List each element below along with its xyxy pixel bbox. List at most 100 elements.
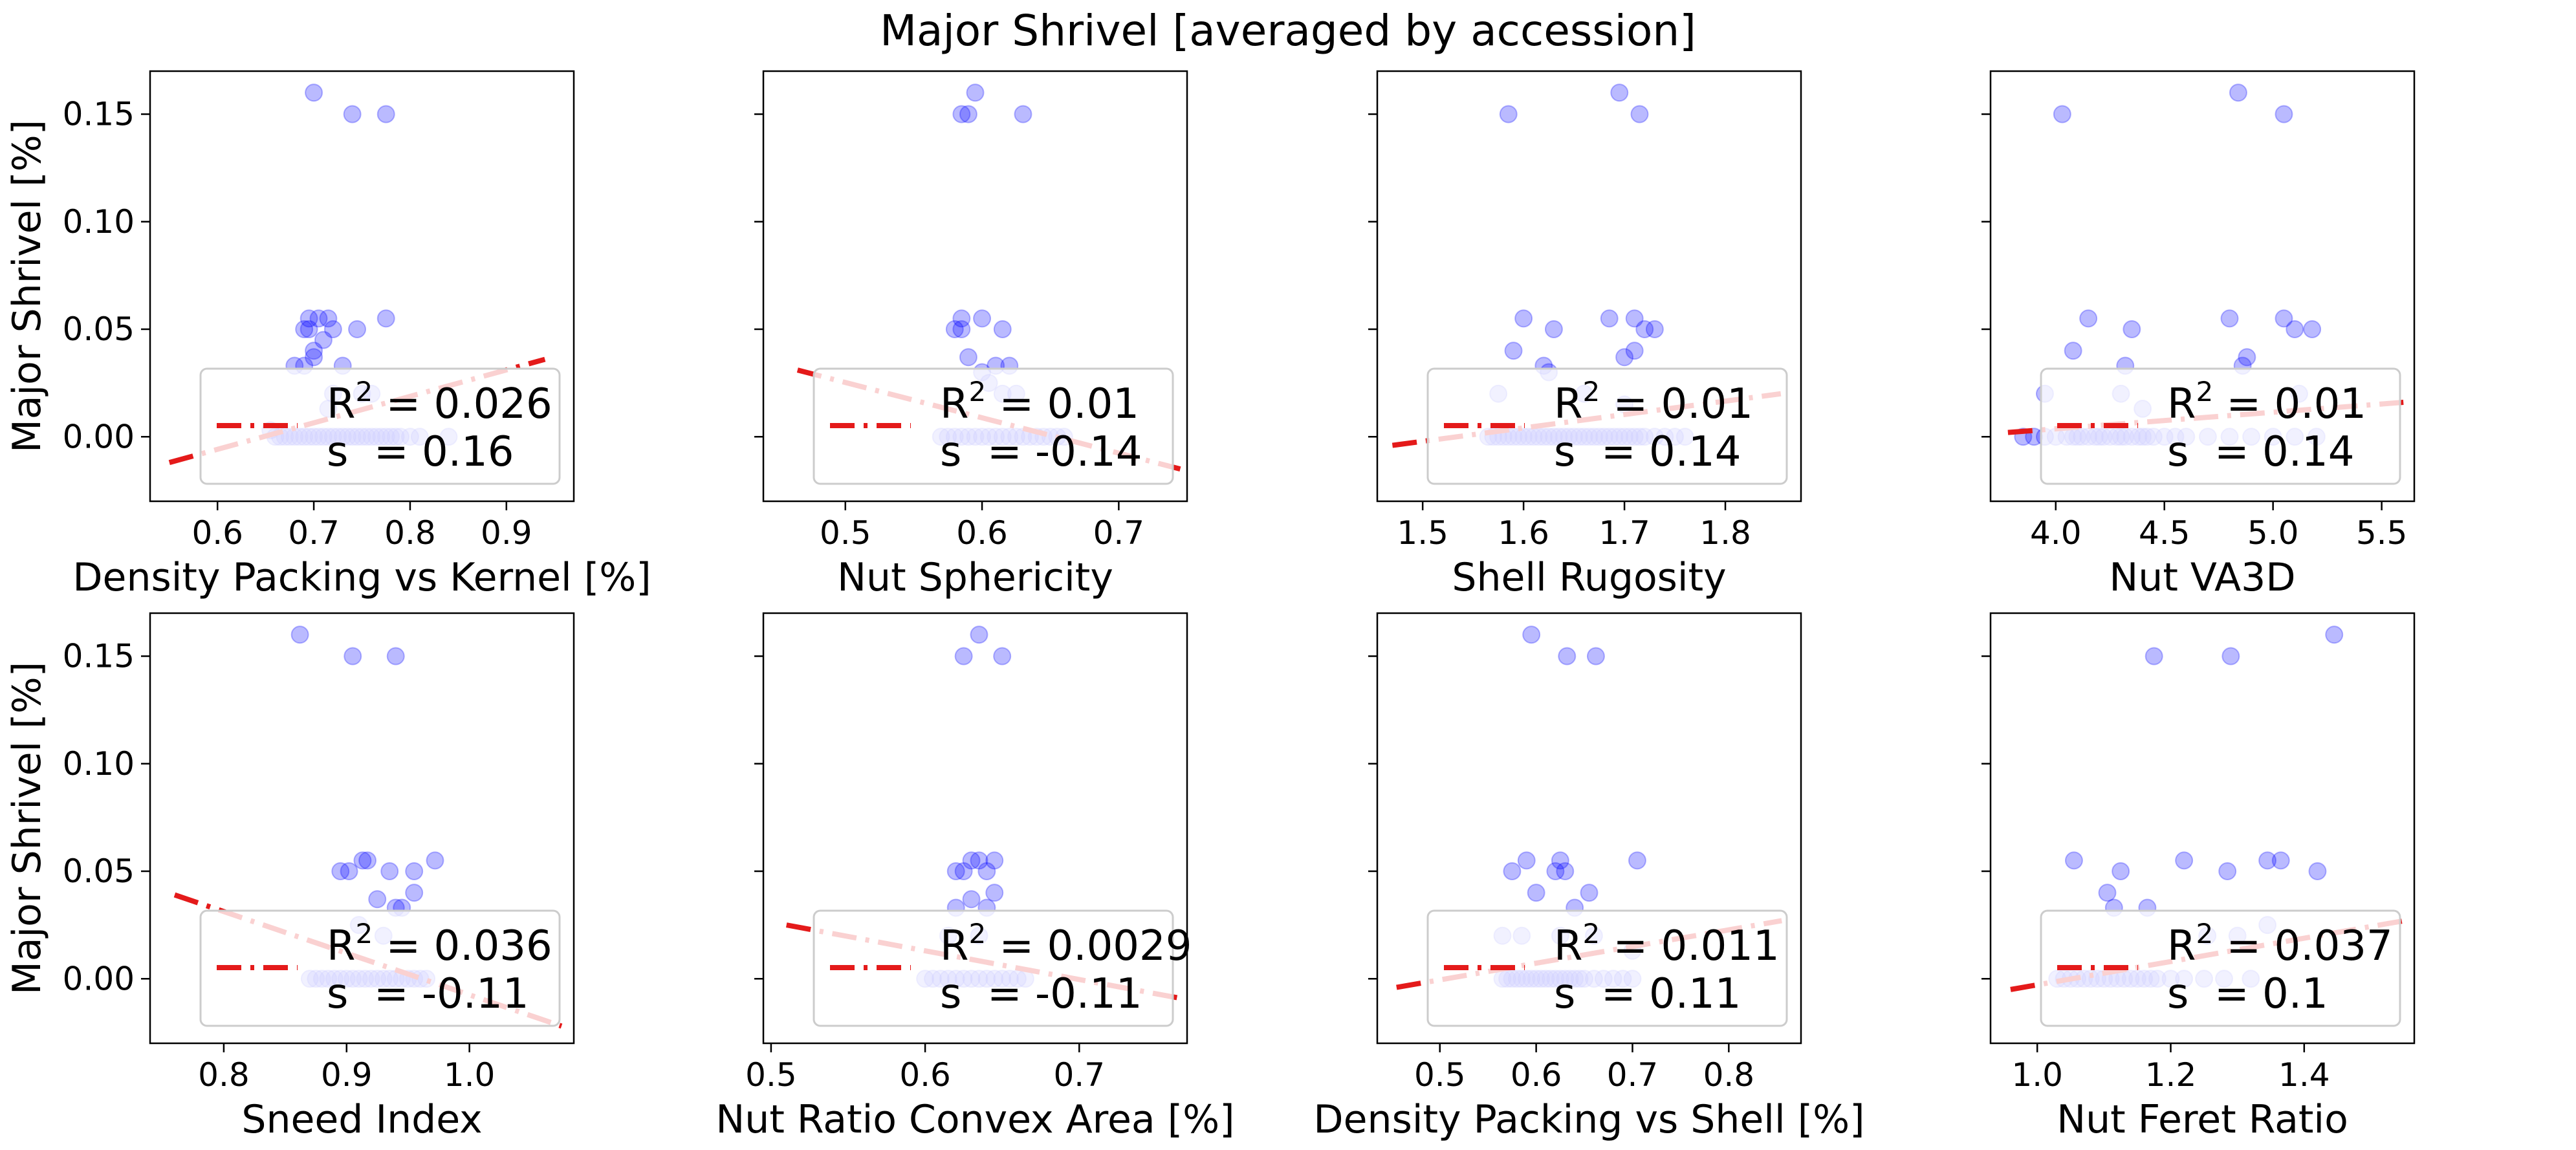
legend-slope-value: = 0.16 <box>374 428 514 476</box>
x-tick-label: 0.6 <box>899 1056 951 1094</box>
y-tick-label: 0.00 <box>63 960 135 997</box>
scatter-point <box>1625 309 1644 328</box>
legend-slope-entry: s = 0.1 <box>2167 970 2328 1018</box>
scatter-point <box>966 83 985 102</box>
scatter-point <box>2064 342 2082 360</box>
legend-r2-superscript: 2 <box>968 376 986 407</box>
scatter-point <box>1635 320 1654 338</box>
x-tick-label: 0.7 <box>1054 1056 1106 1094</box>
scatter-point <box>290 625 309 644</box>
legend-box <box>1426 367 1788 485</box>
scatter-point <box>954 862 973 880</box>
y-tick-label: 0.15 <box>63 96 135 133</box>
legend-r2-value: = 0.01 <box>986 380 1139 428</box>
x-tick-label: 0.5 <box>745 1056 797 1094</box>
scatter-point <box>2286 320 2304 338</box>
y-axis-label: Major Shrivel [%] <box>5 120 50 453</box>
scatter-point <box>348 320 367 338</box>
legend-r2-entry: R2 = 0.01 <box>940 376 1139 428</box>
x-axis-label: Nut Sphericity <box>837 555 1113 600</box>
legend: R2 = 0.01s = -0.14 <box>813 367 1174 485</box>
legend-box <box>813 909 1174 1027</box>
y-tick-label: 0.10 <box>63 203 135 241</box>
scatter-point <box>405 862 424 880</box>
legend-r2-superscript: 2 <box>355 918 373 949</box>
scatter-point <box>985 851 1004 870</box>
scatter-point <box>1527 884 1545 902</box>
scatter-point <box>1499 105 1518 124</box>
legend-slope-entry: s = 0.11 <box>1554 970 1741 1018</box>
legend-box <box>2040 909 2401 1027</box>
scatter-point <box>1558 647 1577 666</box>
legend-r2-entry: R2 = 0.0029 <box>940 918 1192 970</box>
legend: R2 = 0.01s = 0.14 <box>1426 367 1788 485</box>
scatter-point <box>2175 851 2194 870</box>
x-axis-label: Density Packing vs Shell [%] <box>1313 1097 1864 1142</box>
scatter-point <box>2112 862 2130 880</box>
scatter-point <box>2325 625 2344 644</box>
legend-r2-value: = 0.036 <box>373 922 552 970</box>
scatter-point <box>1556 862 1575 880</box>
legend-slope-symbol: s <box>1554 970 1575 1018</box>
legend-r2-symbol: R <box>940 380 968 428</box>
x-tick-label: 0.8 <box>1703 1056 1755 1094</box>
legend-slope-value: = 0.14 <box>2214 428 2354 476</box>
scatter-point <box>946 862 965 880</box>
scatter-point <box>985 884 1004 902</box>
scatter-point <box>305 342 323 360</box>
scatter-point <box>2303 320 2322 338</box>
legend-r2-superscript: 2 <box>2196 918 2213 949</box>
x-tick-label: 0.7 <box>1093 514 1145 552</box>
scatter-point <box>331 862 350 880</box>
scatter-point <box>2220 309 2239 328</box>
legend-slope-entry: s = 0.14 <box>2167 428 2354 476</box>
scatter-point <box>300 320 318 338</box>
scatter-point <box>358 851 377 870</box>
scatter-point <box>973 309 992 328</box>
scatter-point <box>344 647 362 666</box>
legend-r2-value: = 0.01 <box>2213 380 2366 428</box>
scatter-point <box>386 647 405 666</box>
legend-r2-symbol: R <box>327 922 355 970</box>
scatter-point <box>1580 884 1599 902</box>
legend-box <box>199 367 561 485</box>
x-axis-label: Nut Ratio Convex Area [%] <box>715 1097 1234 1142</box>
scatter-point <box>377 309 395 328</box>
y-tick-label: 0.00 <box>63 418 135 455</box>
axes-frame <box>1989 612 2416 1045</box>
scatter-point <box>2238 348 2256 367</box>
axes-frame <box>762 612 1188 1045</box>
scatter-point <box>2064 851 2083 870</box>
x-tick-label: 0.5 <box>1414 1056 1466 1094</box>
legend-r2-value: = 0.01 <box>1600 380 1753 428</box>
scatter-point <box>1503 862 1522 880</box>
x-tick-label: 0.7 <box>1607 1056 1659 1094</box>
axes-frame <box>762 70 1188 503</box>
legend-slope-symbol: s <box>2167 970 2189 1018</box>
scatter-point <box>977 862 996 880</box>
x-tick-label: 1.7 <box>1599 514 1650 552</box>
scatter-point <box>343 105 362 124</box>
legend-slope-value: = -0.11 <box>374 970 529 1018</box>
scatter-point <box>2229 83 2247 102</box>
axes-frame <box>149 70 575 503</box>
scatter-point <box>1630 105 1649 124</box>
legend-slope-value: = -0.11 <box>987 970 1142 1018</box>
axes-frame <box>1989 70 2416 503</box>
legend-r2-superscript: 2 <box>1582 376 1600 407</box>
y-tick-label: 0.10 <box>63 745 135 783</box>
scatter-point <box>1645 320 1664 338</box>
scatter-point <box>2218 862 2237 880</box>
scatter-point <box>993 320 1012 338</box>
x-tick-label: 4.0 <box>2030 514 2082 552</box>
scatter-point <box>945 320 964 338</box>
x-tick-label: 0.5 <box>820 514 871 552</box>
scatter-point <box>959 105 977 124</box>
axes-frame <box>1376 612 1802 1045</box>
